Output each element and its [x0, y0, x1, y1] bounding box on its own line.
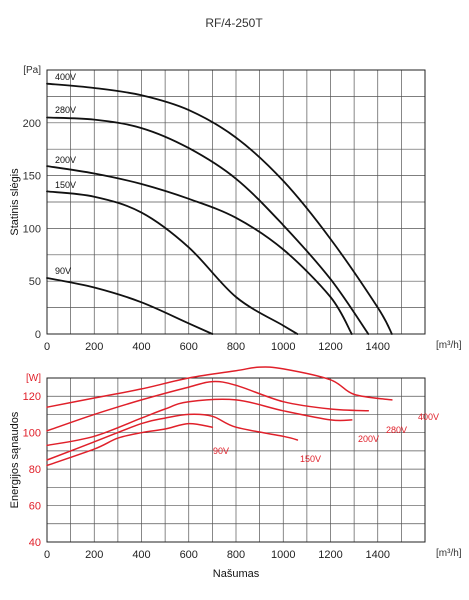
x-tick-label: 200	[85, 341, 103, 353]
y-tick-label: 80	[29, 464, 41, 476]
y-axis-label: Statinis slėgis	[9, 168, 21, 236]
series-line-150v	[46, 190, 299, 335]
y-tick-label: 40	[29, 537, 41, 549]
series-line-200v	[46, 165, 353, 335]
y-tick-label: 50	[29, 276, 41, 288]
y-tick-label: 60	[29, 501, 41, 513]
y-tick-label: 150	[23, 171, 41, 183]
x-tick-label: 1200	[318, 549, 342, 561]
series-label-400v: 400V	[55, 72, 76, 82]
y-tick-label: 100	[23, 428, 41, 440]
series-label-150v: 150V	[300, 454, 321, 464]
x-tick-label: 0	[44, 549, 50, 561]
x-tick-label: 1200	[318, 341, 342, 353]
chart-title: RF/4-250T	[205, 16, 263, 30]
series-line-90v	[46, 422, 214, 467]
series-line-280v	[46, 116, 370, 335]
x-tick-label: 1400	[366, 549, 390, 561]
y-unit-label: [W]	[26, 373, 41, 384]
y-axis-label: Energijos sąnaudos	[9, 411, 21, 508]
x-tick-label: 200	[85, 549, 103, 561]
series-label-280v: 280V	[55, 105, 76, 115]
y-tick-label: 0	[35, 329, 41, 341]
x-tick-label: 800	[227, 549, 245, 561]
series-label-280v: 280V	[386, 425, 407, 435]
series-line-400v	[46, 366, 393, 408]
series-label-200v: 200V	[358, 434, 379, 444]
x-tick-label: 800	[227, 341, 245, 353]
x-unit-label: [m³/h]	[436, 340, 462, 351]
series-line-280v	[46, 380, 370, 432]
series-label-400v: 400V	[418, 412, 439, 422]
x-unit-label: [m³/h]	[436, 548, 462, 559]
x-tick-label: 400	[132, 549, 150, 561]
series-label-90v: 90V	[55, 266, 71, 276]
x-axis-label: Našumas	[213, 568, 260, 580]
y-tick-label: 120	[23, 391, 41, 403]
series-line-150v	[46, 413, 299, 461]
series-label-90v: 90V	[213, 446, 229, 456]
x-tick-label: 1400	[366, 341, 390, 353]
x-tick-label: 1000	[271, 341, 295, 353]
x-tick-label: 600	[180, 549, 198, 561]
y-tick-label: 200	[23, 118, 41, 130]
series-line-90v	[46, 277, 214, 335]
y-tick-label: 100	[23, 223, 41, 235]
y-unit-label: [Pa]	[23, 65, 41, 76]
series-line-200v	[46, 398, 353, 447]
x-tick-label: 1000	[271, 549, 295, 561]
x-tick-label: 400	[132, 341, 150, 353]
series-label-150v: 150V	[55, 180, 76, 190]
series-line-400v	[46, 82, 393, 335]
series-label-200v: 200V	[55, 155, 76, 165]
plot-frame	[46, 69, 426, 335]
x-tick-label: 0	[44, 341, 50, 353]
x-tick-label: 600	[180, 341, 198, 353]
